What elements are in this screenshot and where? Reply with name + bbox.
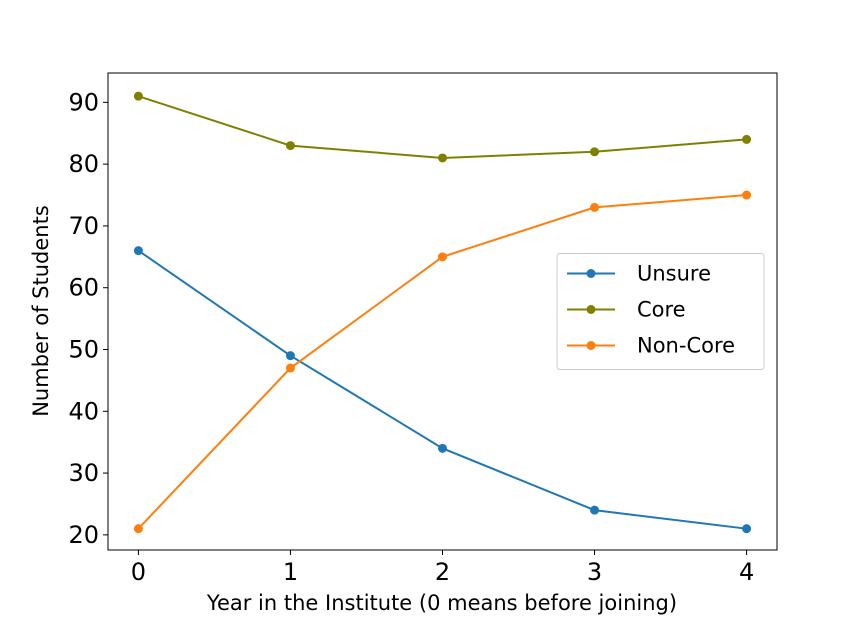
legend-marker <box>586 341 596 350</box>
legend-label: Non-Core <box>637 334 735 358</box>
y-tick-label: 80 <box>68 150 99 178</box>
y-tick-label: 70 <box>68 212 99 240</box>
y-tick-label: 20 <box>68 521 99 549</box>
data-point <box>285 363 295 373</box>
y-tick-label: 50 <box>68 335 99 363</box>
data-point <box>438 153 447 163</box>
x-tick-label: 4 <box>739 558 754 586</box>
x-tick-label: 2 <box>435 558 450 586</box>
plot-frame <box>107 72 778 551</box>
legend-marker <box>586 269 596 278</box>
data-point <box>590 202 600 212</box>
x-tick-label: 3 <box>587 558 602 586</box>
data-point <box>590 505 600 515</box>
data-point <box>133 91 143 101</box>
x-axis-label: Year in the Institute (0 means before jo… <box>206 591 677 615</box>
y-tick-label: 40 <box>68 397 99 425</box>
legend: Unsure Core Non-Core <box>556 253 765 370</box>
data-point <box>285 351 295 361</box>
data-point <box>742 134 752 144</box>
data-point <box>742 190 752 200</box>
data-point <box>285 141 295 151</box>
legend-marker <box>586 305 596 314</box>
x-tick-label: 1 <box>283 558 298 586</box>
legend-frame <box>556 253 765 370</box>
y-tick-label: 60 <box>68 274 99 302</box>
legend-label: Core <box>637 298 686 322</box>
data-point <box>742 524 752 534</box>
y-tick-label: 30 <box>68 459 99 487</box>
data-point <box>438 443 447 453</box>
data-point <box>133 246 143 256</box>
y-axis-label: Number of Students <box>29 205 53 417</box>
y-tick-label: 90 <box>68 88 99 116</box>
legend-label: Unsure <box>637 262 711 286</box>
data-point <box>438 252 447 262</box>
x-tick-label: 0 <box>131 558 146 586</box>
data-point <box>590 147 600 157</box>
data-point <box>133 524 143 534</box>
